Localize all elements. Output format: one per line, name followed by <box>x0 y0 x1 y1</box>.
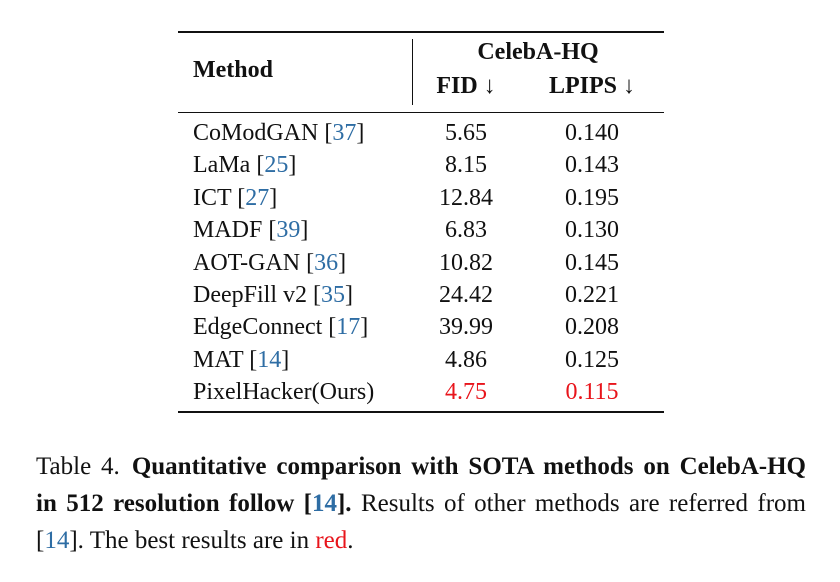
table-row: CoModGAN [37] 5.65 0.140 <box>178 117 664 149</box>
table-top-rule <box>178 31 664 33</box>
caption-text-1: Results of other methods are referred fr… <box>36 490 806 554</box>
citation-link[interactable]: 37 <box>332 120 357 146</box>
citation-bracket-open: [ <box>322 314 337 341</box>
method-cell: ICT [27] <box>193 182 277 214</box>
citation-bracket-open: [ <box>307 281 321 308</box>
method-cell: AOT-GAN [36] <box>193 247 346 279</box>
table-row: LaMa [25] 8.15 0.143 <box>178 149 664 181</box>
citation-link[interactable]: 14 <box>257 346 282 373</box>
citation-bracket-open: [ <box>318 120 333 146</box>
lpips-cell: 0.221 <box>565 281 619 308</box>
caption-bold-text: Quantitative comparison with SOTA method… <box>36 453 806 517</box>
fid-cell: 24.42 <box>439 281 493 308</box>
citation-bracket-open: [ <box>262 217 277 244</box>
method-cell: MAT [14] <box>193 344 289 376</box>
citation-bracket-open: [ <box>231 184 246 211</box>
citation-bracket-close: ] <box>345 281 353 308</box>
method-cell: LaMa [25] <box>193 149 296 181</box>
lpips-cell: 0.115 <box>565 379 619 406</box>
method-name: MAT <box>193 346 244 373</box>
table-row: MAT [14] 4.86 0.125 <box>178 344 664 376</box>
method-cell: DeepFill v2 [35] <box>193 279 353 311</box>
lpips-cell: 0.130 <box>565 217 619 244</box>
citation-link[interactable]: 25 <box>264 152 289 179</box>
citation-link[interactable]: 39 <box>276 217 301 244</box>
lpips-cell: 0.208 <box>565 314 619 341</box>
lpips-cell: 0.140 <box>565 120 619 146</box>
citation-bracket-close: ] <box>288 152 297 179</box>
citation-bracket-close: ] <box>300 217 309 244</box>
citation-link[interactable]: 27 <box>245 184 270 211</box>
method-name: CoModGAN <box>193 120 319 146</box>
method-name: PixelHacker(Ours) <box>193 379 375 406</box>
header-lpips: LPIPS ↓ <box>548 73 635 99</box>
fid-cell: 10.82 <box>439 249 493 276</box>
header-fid: FID ↓ <box>436 73 496 99</box>
method-cell: PixelHacker(Ours) <box>193 376 374 408</box>
lpips-cell: 0.143 <box>565 152 619 179</box>
lpips-cell: 0.145 <box>565 249 619 276</box>
method-cell: MADF [39] <box>193 214 308 246</box>
method-cell: CoModGAN [37] <box>193 117 364 149</box>
citation-bracket-close: ] <box>338 249 347 276</box>
caption-red-word: red <box>315 527 348 554</box>
table-row: PixelHacker(Ours) 4.75 0.115 <box>178 376 664 408</box>
method-name: ICT <box>193 184 232 211</box>
citation-link[interactable]: 17 <box>336 314 361 341</box>
method-name: MADF <box>193 217 263 244</box>
fid-cell: 12.84 <box>439 184 493 211</box>
lpips-cell: 0.195 <box>565 184 619 211</box>
citation-link[interactable]: 36 <box>314 249 339 276</box>
method-name: DeepFill v2 <box>193 281 307 308</box>
header-vertical-rule <box>412 39 413 105</box>
table-row: MADF [39] 6.83 0.130 <box>178 214 664 246</box>
method-name: EdgeConnect <box>193 314 323 341</box>
method-cell: EdgeConnect [17] <box>193 311 368 343</box>
table-bottom-rule <box>178 411 664 413</box>
caption-text-2: ]. The best results are in <box>69 527 316 554</box>
method-name: LaMa <box>193 152 251 179</box>
fid-cell: 4.86 <box>445 346 487 373</box>
caption-bold-citation[interactable]: 14 <box>311 490 337 517</box>
fid-cell: 4.75 <box>445 379 487 406</box>
citation-bracket-close: ] <box>269 184 278 211</box>
fid-cell: 5.65 <box>445 120 487 146</box>
table-row: ICT [27] 12.84 0.195 <box>178 182 664 214</box>
caption-text-3: . <box>347 527 354 554</box>
citation-bracket-close: ] <box>281 346 290 373</box>
caption-label: Table 4. <box>36 453 120 480</box>
citation-bracket-open: [ <box>243 346 258 373</box>
citation-bracket-open: [ <box>250 152 265 179</box>
header-dataset: CelebA-HQ <box>477 39 599 65</box>
table-body: CoModGAN [37] 5.65 0.140 LaMa [25] 8.15 0.143… <box>178 117 664 409</box>
table-row: AOT-GAN [36] 10.82 0.145 <box>178 247 664 279</box>
header-method: Method <box>193 57 273 83</box>
fid-cell: 6.83 <box>445 217 487 244</box>
table-mid-rule <box>178 112 664 113</box>
citation-link[interactable]: 35 <box>321 281 345 308</box>
table-caption: Table 4. Quantitative comparison with SOT… <box>36 448 806 559</box>
table-row: DeepFill v2 [35] 24.42 0.221 <box>178 279 664 311</box>
fid-cell: 8.15 <box>445 152 487 179</box>
fid-cell: 39.99 <box>439 314 493 341</box>
citation-bracket-close: ] <box>360 314 369 341</box>
citation-bracket-close: ] <box>356 120 365 146</box>
caption-bold-end: ]. <box>336 490 352 517</box>
caption-citation[interactable]: 14 <box>44 527 70 554</box>
table-row: EdgeConnect [17] 39.99 0.208 <box>178 311 664 343</box>
lpips-cell: 0.125 <box>565 346 619 373</box>
citation-bracket-open: [ <box>300 249 315 276</box>
method-name: AOT-GAN <box>193 249 301 276</box>
